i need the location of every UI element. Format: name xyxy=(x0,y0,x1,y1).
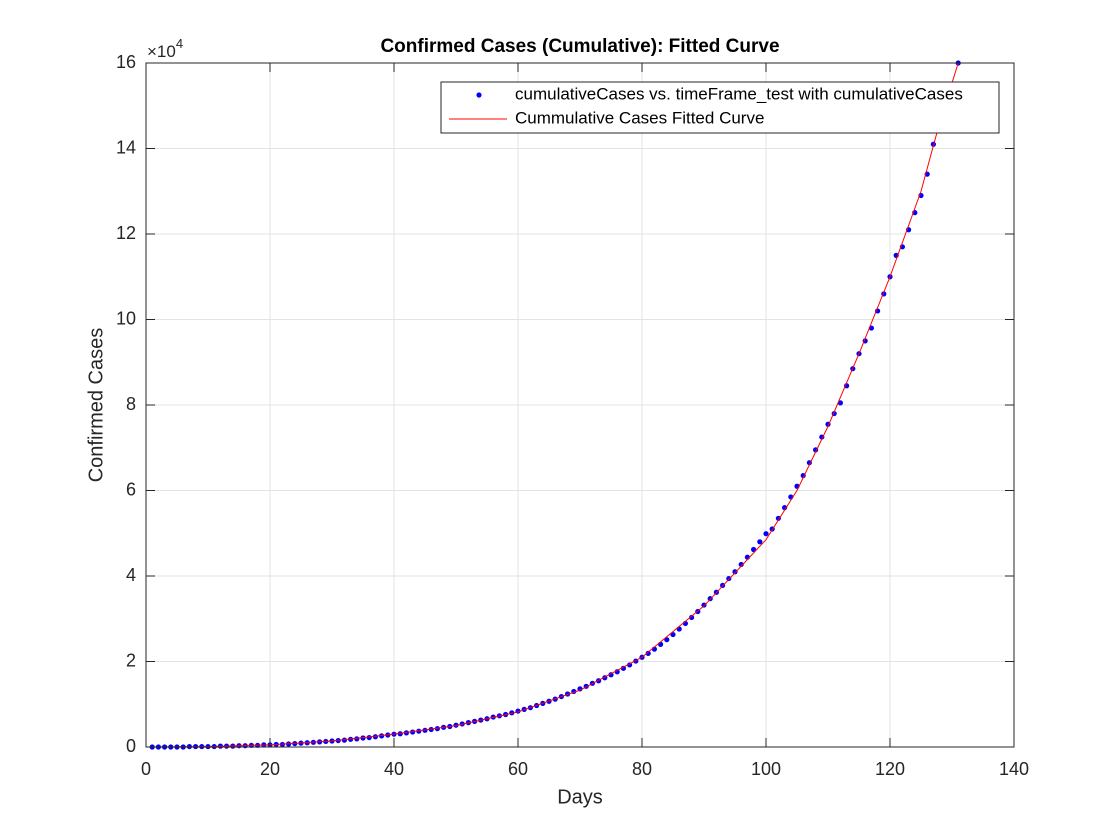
y-tick-label: 8 xyxy=(126,394,136,414)
y-tick-label: 12 xyxy=(116,223,136,243)
x-tick-label: 100 xyxy=(751,759,781,779)
legend-label: Cummulative Cases Fitted Curve xyxy=(515,108,764,127)
legend: cumulativeCases vs. timeFrame_test with … xyxy=(440,81,1000,134)
x-axis-label: Days xyxy=(557,786,603,808)
legend-label: cumulativeCases vs. timeFrame_test with … xyxy=(515,84,963,103)
y-tick-label: 14 xyxy=(116,137,136,157)
y-tick-label: 16 xyxy=(116,52,136,72)
ticks: 0 20 40 60 80 100 120 140 0 2 4 6 8 10 12 14 16 xyxy=(116,52,1029,779)
data-point xyxy=(757,539,763,545)
legend-box xyxy=(440,81,1000,134)
data-point xyxy=(645,650,651,656)
data-point xyxy=(738,561,744,568)
data-point xyxy=(689,614,695,621)
data-point xyxy=(763,531,769,537)
y-exponent-power: 4 xyxy=(176,36,183,51)
chart-title: Confirmed Cases (Cumulative): Fitted Cur… xyxy=(380,36,779,57)
data-point xyxy=(658,641,664,648)
data-point xyxy=(614,669,620,675)
y-axis-label: Confirmed Cases xyxy=(85,328,107,483)
y-exponent: ×104 xyxy=(147,36,183,61)
data-point xyxy=(732,569,738,575)
data-point xyxy=(676,626,682,632)
marks xyxy=(149,60,961,750)
x-tick-label: 60 xyxy=(508,759,528,779)
y-exponent-base: ×10 xyxy=(147,42,176,61)
y-tick-label: 10 xyxy=(116,308,136,328)
x-tick-label: 120 xyxy=(875,759,905,779)
x-tick-label: 40 xyxy=(384,759,404,779)
data-point xyxy=(620,665,627,671)
y-tick-label: 4 xyxy=(126,565,136,585)
data-point xyxy=(372,734,378,740)
legend-marker xyxy=(476,92,482,98)
x-tick-label: 20 xyxy=(260,759,280,779)
y-tick-label: 6 xyxy=(126,479,136,499)
data-point xyxy=(775,515,782,521)
x-tick-label: 140 xyxy=(999,759,1029,779)
y-tick-label: 2 xyxy=(126,650,136,670)
x-tick-label: 80 xyxy=(632,759,652,779)
data-point xyxy=(341,737,347,743)
x-tick-label: 0 xyxy=(141,759,151,779)
fitted-line xyxy=(152,62,959,748)
y-tick-label: 0 xyxy=(126,736,136,756)
data-point xyxy=(354,736,360,742)
data-point xyxy=(726,575,732,582)
